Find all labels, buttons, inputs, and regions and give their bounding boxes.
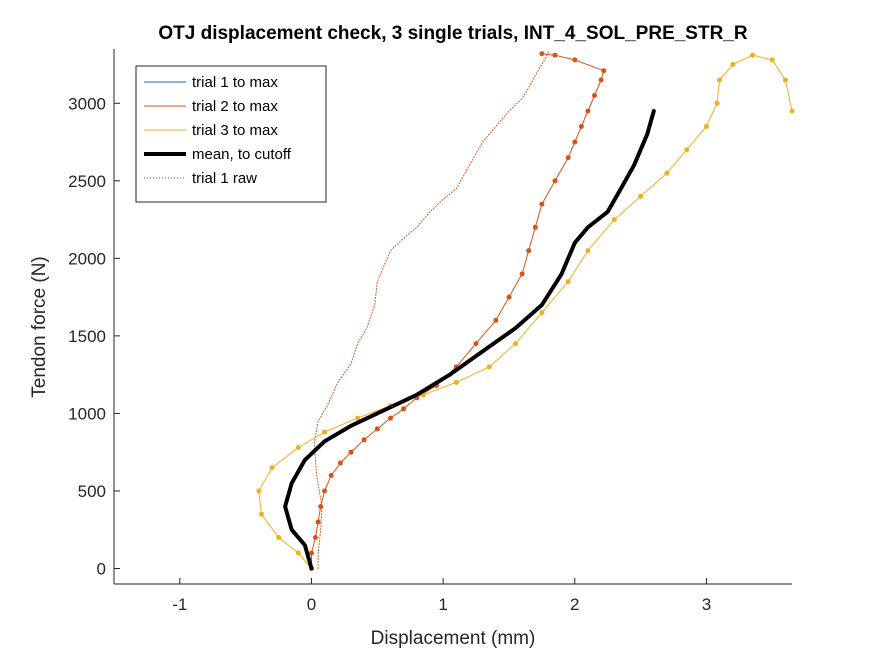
y-tick-label: 500: [78, 482, 106, 501]
plot-layer: [256, 51, 795, 571]
legend-label-3: trial 3 to max: [192, 122, 278, 139]
x-tick-label: 0: [307, 595, 316, 614]
data-point: [348, 449, 354, 455]
data-point: [539, 310, 545, 316]
y-axis-label: Tendon force (N): [29, 256, 50, 398]
data-point: [322, 488, 328, 494]
chart-title: OTJ displacement check, 3 single trials,…: [158, 23, 748, 44]
data-point: [539, 51, 545, 57]
data-point: [473, 341, 479, 347]
data-point: [355, 415, 361, 421]
data-point: [598, 77, 604, 83]
data-point: [322, 429, 328, 435]
data-point: [664, 170, 670, 176]
data-point: [717, 77, 723, 83]
data-point: [519, 271, 525, 277]
y-tick-label: 2000: [68, 249, 106, 268]
data-point: [526, 248, 532, 254]
data-point: [453, 379, 459, 385]
y-tick-label: 1000: [68, 404, 106, 423]
x-tick-label: -1: [172, 595, 187, 614]
data-point: [565, 155, 571, 161]
data-point: [258, 511, 264, 517]
data-point: [337, 460, 343, 466]
series-line-2: [311, 53, 605, 569]
data-point: [486, 364, 492, 370]
data-point: [506, 294, 512, 300]
data-point: [388, 415, 393, 421]
data-point: [539, 201, 545, 207]
data-point: [578, 124, 584, 129]
legend-label-5: trial 1 raw: [192, 170, 257, 187]
legend-label-2: trial 2 to max: [192, 98, 278, 115]
data-point: [592, 93, 597, 98]
data-point: [611, 217, 617, 223]
x-tick-label: 2: [570, 595, 579, 614]
data-point: [295, 550, 301, 556]
data-point: [318, 504, 324, 509]
data-point: [730, 62, 736, 67]
data-point: [585, 248, 591, 254]
x-axis-label: Displacement (mm): [371, 628, 536, 649]
x-tick-label: 1: [438, 595, 447, 614]
data-point: [532, 224, 538, 230]
data-point: [789, 108, 795, 114]
data-point: [493, 317, 499, 323]
y-tick-label: 3000: [68, 94, 106, 113]
data-point: [256, 488, 262, 494]
data-point: [312, 535, 318, 540]
data-point: [601, 68, 607, 74]
data-point: [295, 445, 301, 450]
data-point: [638, 193, 644, 199]
data-point: [565, 279, 571, 285]
data-point: [374, 426, 380, 432]
data-point: [552, 178, 558, 184]
data-point: [769, 57, 775, 63]
data-point: [572, 139, 578, 145]
x-tick-label: 3: [702, 595, 711, 614]
data-point: [585, 108, 591, 114]
data-point: [552, 52, 558, 58]
data-point: [269, 465, 275, 471]
data-point: [782, 77, 788, 83]
series-line-4: [283, 109, 656, 571]
y-tick-label: 2500: [68, 172, 106, 191]
data-point: [513, 341, 518, 347]
data-point: [750, 52, 755, 58]
axes-layer: -1 0 1 2 3 0 500 1000 1500 2000 2500 3000: [68, 49, 792, 614]
data-point: [684, 147, 690, 153]
legend-label-1: trial 1 to max: [192, 74, 278, 91]
data-point: [401, 406, 407, 412]
legend-box: [135, 65, 327, 203]
data-point: [309, 550, 314, 556]
y-tick-label: 0: [97, 559, 106, 578]
data-point: [328, 472, 334, 478]
data-point: [361, 437, 367, 443]
data-point: [714, 100, 720, 106]
y-tick-label: 1500: [68, 327, 106, 346]
legend-label-4: mean, to cutoff: [192, 146, 292, 163]
legend: trial 1 to max trial 2 to max trial 3 to m…: [135, 65, 327, 203]
data-point: [572, 57, 578, 63]
data-point: [703, 124, 709, 129]
data-point: [276, 535, 282, 540]
data-point: [315, 519, 321, 525]
